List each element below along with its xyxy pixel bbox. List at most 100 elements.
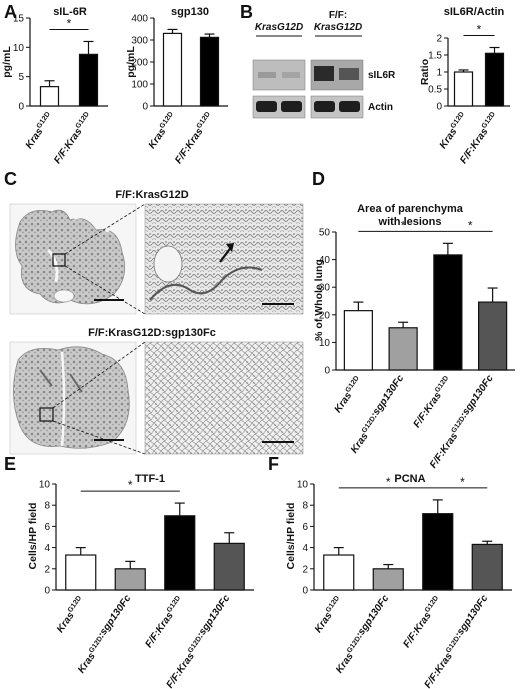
bar <box>484 52 505 107</box>
y-tick-label: 0 <box>142 102 148 113</box>
y-tick-label: 1.5 <box>428 51 442 62</box>
y-tick-label: 30 <box>319 283 331 294</box>
y-axis-label: Cells/HP field <box>285 503 297 570</box>
y-tick-label: 100 <box>131 80 148 91</box>
y-tick-label: 50 <box>319 228 331 239</box>
significance-star: * <box>468 218 473 232</box>
y-tick-label: 6 <box>44 522 50 533</box>
y-tick-label: 0 <box>436 102 442 113</box>
y-tick-label: 0.5 <box>428 85 442 96</box>
bar <box>343 310 373 371</box>
bar <box>422 513 454 591</box>
blot-header-right-1: F/F: <box>329 10 347 21</box>
y-tick-label: 0 <box>18 102 24 113</box>
category-label: F/F:KrasG12D <box>401 595 445 650</box>
blot-header-right-2: KrasG12D <box>314 22 362 33</box>
bar <box>478 301 508 371</box>
y-tick-label: 2 <box>436 34 442 45</box>
y-tick-label: 10 <box>319 338 331 349</box>
chart-pcna: PCNA Cells/HP field 0 2 4 6 8 10 KrasG12DKrasG12… <box>285 473 512 689</box>
bar <box>162 32 183 107</box>
bar <box>388 327 418 371</box>
category-label: KrasG12D <box>54 595 87 635</box>
histology: F/F:KrasG12D F/F:KrasG12D:sgp130Fc <box>9 189 304 455</box>
panel-label-b: B <box>240 2 253 22</box>
histology-high-mag-bottom <box>144 341 304 455</box>
bar <box>199 36 220 107</box>
panel-label-a: A <box>4 2 17 22</box>
y-axis-label: % of Whole lung <box>313 259 325 341</box>
category-label: KrasG12D <box>146 111 179 151</box>
panel-label-e: E <box>4 454 16 474</box>
bar <box>39 86 60 107</box>
chart-title: sIL-6R <box>53 6 87 18</box>
y-tick-label: 20 <box>319 310 331 321</box>
y-axis-label: Cells/HP field <box>27 503 39 570</box>
bar <box>433 254 463 371</box>
category-label: KrasG12D:sgp130Fc <box>331 593 395 676</box>
category-label: KrasG12D <box>312 595 345 635</box>
y-tick-label: 8 <box>44 501 50 512</box>
category-label: KrasG12D <box>332 375 365 415</box>
y-axis-label: pg/mL <box>1 46 13 78</box>
significance-star: * <box>401 218 406 232</box>
y-axis-label: pg/mL <box>125 46 137 78</box>
y-tick-label: 10 <box>13 43 25 54</box>
y-tick-label: 0 <box>324 366 330 377</box>
y-tick-label: 200 <box>131 58 148 69</box>
blot-label-sil6r: sIL6R <box>368 70 396 81</box>
chart-sgp130: sgp130 pg/mL 0 100 200 300 400 KrasG12DF/F:Kras… <box>125 6 228 166</box>
y-tick-label: 15 <box>13 14 25 25</box>
histology-title-top: F/F:KrasG12D <box>115 189 188 201</box>
bar <box>372 568 404 591</box>
category-label: KrasG12D:sgp130Fc <box>73 593 137 676</box>
bar <box>453 71 474 107</box>
y-tick-label: 10 <box>39 480 51 491</box>
panel-label-f: F <box>268 454 279 474</box>
chart-title: TTF-1 <box>135 473 165 485</box>
y-tick-label: 6 <box>302 522 308 533</box>
bar <box>114 568 146 591</box>
chart-title: PCNA <box>394 473 425 485</box>
chart-ttf1: TTF-1 Cells/HP field 0 2 4 6 8 10 KrasG12DKrasG1… <box>27 473 254 689</box>
bar <box>78 53 99 107</box>
category-label: KrasG12D <box>437 111 470 151</box>
significance-star: * <box>128 478 133 492</box>
bar <box>471 543 503 591</box>
y-tick-label: 4 <box>44 543 50 554</box>
y-tick-label: 2 <box>44 564 50 575</box>
y-tick-label: 10 <box>297 480 309 491</box>
chart-sil6r-actin-ratio: sIL6R/Actin Ratio 0 0.5 1 1.5 2 KrasG12DF/F:Kra… <box>419 6 510 166</box>
y-tick-label: 1 <box>436 68 442 79</box>
bar <box>213 542 245 591</box>
chart-title: with lesions <box>378 216 442 228</box>
bar <box>323 554 355 591</box>
category-label: F/F:KrasG12D <box>457 111 501 166</box>
blot-header-left: KrasG12D <box>255 22 303 33</box>
category-label: F/F:KrasG12D <box>172 111 216 166</box>
y-tick-label: 0 <box>302 586 308 597</box>
y-tick-label: 300 <box>131 36 148 47</box>
histology-title-bottom: F/F:KrasG12D:sgp130Fc <box>88 327 216 339</box>
blot-label-actin: Actin <box>368 102 393 113</box>
y-tick-label: 4 <box>302 543 308 554</box>
y-tick-label: 5 <box>18 72 24 83</box>
y-tick-label: 400 <box>131 14 148 25</box>
y-axis-label: Ratio <box>419 59 431 85</box>
category-label: KrasG12D <box>23 111 56 151</box>
chart-title: Area of parenchyma <box>357 203 464 215</box>
category-label: F/F:KrasG12D <box>51 111 95 166</box>
significance-star: * <box>460 475 465 489</box>
y-tick-label: 0 <box>44 586 50 597</box>
y-tick-label: 2 <box>302 564 308 575</box>
significance-star: * <box>477 23 482 37</box>
panel-label-c: C <box>4 169 17 189</box>
bar <box>65 554 97 591</box>
y-tick-label: 40 <box>319 255 331 266</box>
significance-star: * <box>67 16 72 30</box>
chart-title: sgp130 <box>171 6 209 18</box>
significance-star: * <box>386 475 391 489</box>
